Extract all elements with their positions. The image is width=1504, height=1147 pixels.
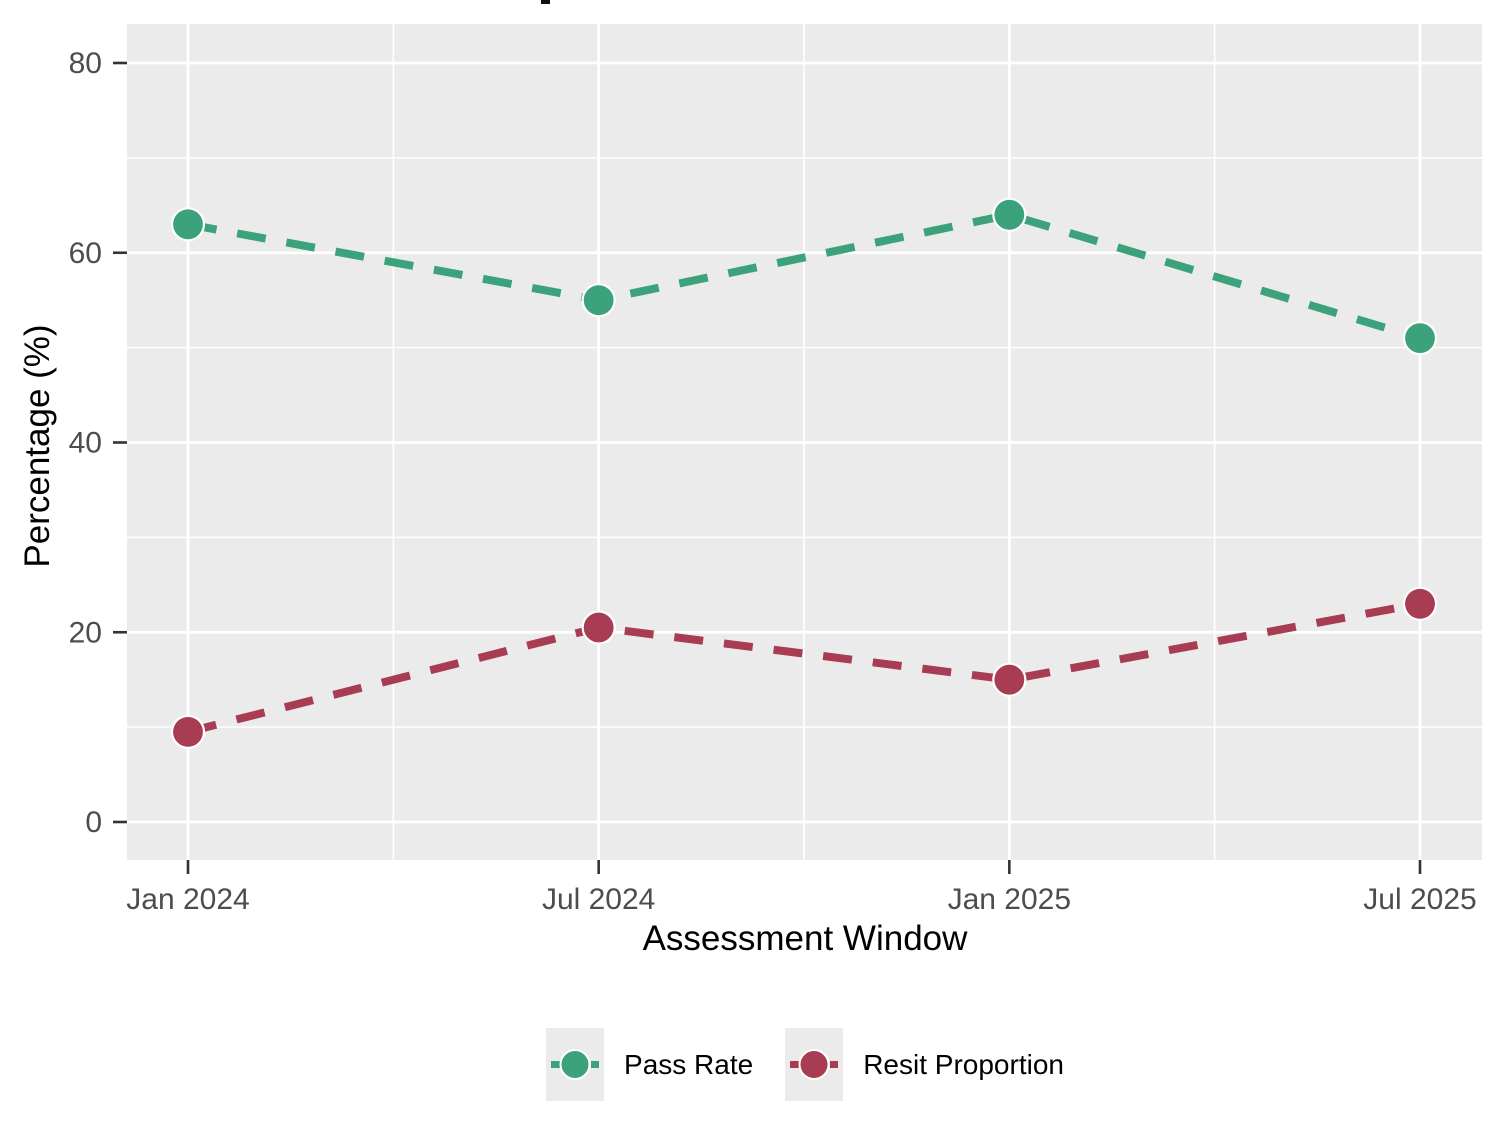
legend-label: Pass Rate	[624, 1048, 754, 1080]
y-axis-title: Percentage (%)	[18, 324, 57, 568]
point-pass-rate-jul-2025	[1402, 321, 1438, 356]
x-axis-tick-labels: Jan 2024 Jul 2024 Jan 2025 Jul 2025	[126, 883, 1476, 916]
x-tick-label: Jan 2025	[948, 883, 1071, 916]
axis-tick-marks	[113, 61, 1422, 874]
x-tick-label: Jul 2025	[1363, 883, 1476, 916]
line-pass-rate	[187, 210, 1422, 342]
point-resit-proportion-jan-2025	[992, 662, 1027, 697]
x-axis-title: Assessment Window	[642, 919, 968, 958]
legend: Pass Rate Resit Proportion	[127, 1028, 1483, 1101]
legend-item-pass-rate: Pass Rate	[546, 1028, 753, 1101]
point-pass-rate-jan-2025	[992, 197, 1027, 232]
legend-key-pass-rate	[546, 1028, 605, 1101]
legend-key-resit-proportion	[785, 1028, 844, 1101]
x-tick-label: Jul 2024	[542, 883, 655, 916]
y-tick-label: 60	[69, 237, 102, 270]
legend-label: Resit Proportion	[863, 1048, 1064, 1080]
legend-glyph-dashed-point	[551, 1049, 600, 1080]
y-tick-label: 0	[85, 806, 102, 839]
y-tick-label: 20	[69, 616, 102, 649]
y-axis-tick-labels: 0 20 40 60 80	[69, 47, 102, 839]
line-resit-proportion	[187, 599, 1421, 736]
y-tick-label: 80	[69, 47, 102, 80]
x-tick-label: Jan 2024	[126, 883, 249, 916]
point-resit-proportion-jul-2024	[581, 610, 616, 645]
cropped-title-fragment	[541, 0, 550, 4]
point-pass-rate-jan-2024	[170, 207, 206, 242]
point-pass-rate-jul-2024	[581, 283, 616, 318]
point-resit-proportion-jan-2024	[170, 714, 206, 749]
legend-item-resit-proportion: Resit Proportion	[785, 1028, 1064, 1101]
legend-glyph-dashed-point	[790, 1049, 839, 1080]
point-resit-proportion-jul-2025	[1402, 586, 1438, 621]
y-tick-label: 40	[69, 427, 102, 460]
